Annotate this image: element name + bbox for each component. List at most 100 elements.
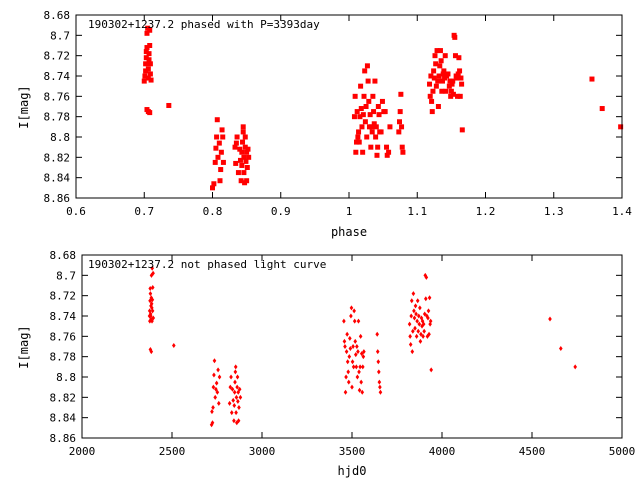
unphased-x-tick-label: 3500	[339, 445, 366, 458]
unphased-data-point	[342, 318, 346, 324]
unphased-data-point	[235, 384, 239, 390]
phased-data-point	[218, 167, 224, 173]
phased-data-point	[386, 149, 392, 155]
phased-x-tick-label: 0.7	[134, 205, 154, 218]
unphased-data-point	[412, 308, 416, 314]
phased-data-point	[218, 149, 224, 155]
unphased-data-point	[211, 405, 215, 410]
phased-x-tick-label: 1.3	[544, 205, 564, 218]
phased-data-point	[357, 114, 363, 120]
phased-y-axis-label: I[mag]	[17, 85, 31, 128]
unphased-data-point	[352, 318, 357, 324]
phased-data-point	[434, 48, 440, 54]
phased-data-point	[433, 83, 439, 89]
unphased-chart: 2000 2500 3000 3500 4000 4500 5000 8.68 8.7 8.72 8…	[17, 249, 635, 478]
phased-data-point	[211, 181, 217, 187]
phased-data-point	[358, 106, 364, 112]
unphased-x-tick-label: 5000	[609, 445, 636, 458]
phased-data-point	[147, 27, 153, 33]
phased-data-point	[373, 124, 379, 130]
phased-data-point	[239, 149, 245, 155]
unphased-data-point	[344, 349, 349, 355]
unphased-data-point	[150, 297, 155, 303]
unphased-data-point	[412, 315, 417, 321]
unphased-data-point	[216, 367, 220, 373]
phased-data-point	[147, 71, 153, 77]
phased-data-point	[214, 117, 220, 123]
phased-data-point	[362, 68, 368, 74]
phased-data-point	[146, 51, 152, 57]
phased-y-tick-label: 8.68	[44, 9, 71, 22]
phased-data-point	[429, 109, 435, 115]
unphased-x-tick-label: 2500	[159, 445, 186, 458]
phased-data-point	[353, 149, 359, 155]
phased-data-point	[367, 112, 373, 118]
unphased-data-point	[359, 351, 364, 357]
phased-data-point	[246, 154, 252, 160]
unphased-x-tick-label: 4500	[519, 445, 546, 458]
unphased-data-point	[229, 374, 233, 380]
phased-data-point	[447, 78, 453, 84]
unphased-data-point	[429, 367, 433, 373]
phased-data-point	[354, 109, 360, 115]
unphased-data-point	[353, 352, 358, 358]
phased-y-tick-label: 8.7	[50, 29, 70, 42]
unphased-data-point	[428, 318, 433, 324]
phased-data-point	[454, 75, 460, 81]
unphased-data-point	[411, 328, 415, 334]
phased-data-point	[427, 81, 433, 87]
phased-data-point	[142, 73, 148, 79]
phased-data-point	[235, 170, 241, 176]
unphased-data-point	[415, 318, 419, 324]
phased-data-point	[237, 157, 243, 163]
phased-data-point	[359, 124, 365, 130]
unphased-data-point	[149, 349, 154, 355]
phased-y-tick-label: 8.84	[44, 172, 71, 185]
phased-data-point	[456, 55, 462, 61]
unphased-data-point	[236, 398, 240, 404]
phased-data-point	[356, 139, 362, 145]
unphased-data-point	[424, 274, 429, 280]
unphased-data-point	[378, 384, 382, 390]
phased-data-point	[589, 76, 595, 82]
unphased-data-point	[344, 374, 348, 380]
phased-data-point	[213, 145, 219, 151]
unphased-data-point	[149, 301, 154, 307]
unphased-data-point	[230, 386, 235, 392]
phased-data-point	[437, 48, 443, 54]
unphased-data-point	[148, 291, 153, 297]
phased-x-tick-label: 1	[346, 205, 353, 218]
phased-data-point	[243, 158, 249, 164]
unphased-ticks: 2000 2500 3000 3500 4000 4500 5000 8.68 8.7 8.72 8…	[50, 249, 636, 458]
phased-data-point	[452, 53, 458, 59]
unphased-data-point	[415, 298, 420, 304]
phased-data-point	[374, 152, 380, 158]
unphased-data-point	[150, 265, 154, 271]
unphased-data-point	[345, 331, 349, 337]
phased-data-point	[355, 134, 361, 140]
phased-data-point	[427, 93, 433, 99]
unphased-data-point	[345, 359, 350, 365]
unphased-data-point	[357, 387, 362, 393]
unphased-data-point	[347, 354, 352, 360]
unphased-data-point	[232, 418, 236, 424]
phased-data-point	[244, 149, 250, 155]
phased-data-point	[428, 73, 434, 79]
phased-data-point	[396, 129, 402, 135]
phased-data-point	[618, 124, 624, 130]
phased-data-point	[430, 88, 436, 94]
unphased-data-point	[426, 315, 430, 321]
phased-ticks: 0.6 0.7 0.8 0.9 1 1.1 1.2 1.3 1.4 8.68 8.7 8.72 8.74…	[44, 9, 633, 218]
unphased-data-point	[377, 369, 381, 375]
unphased-data-point	[351, 344, 355, 349]
unphased-x-tick-label: 2000	[69, 445, 96, 458]
phased-data-point	[384, 152, 390, 158]
phased-data-point	[241, 170, 247, 176]
phased-data-point	[437, 63, 443, 69]
phased-data-point	[147, 61, 153, 67]
unphased-data-point	[217, 374, 222, 380]
unphased-data-point	[417, 321, 422, 327]
phased-data-point	[375, 144, 381, 150]
phased-data-point	[438, 58, 444, 64]
